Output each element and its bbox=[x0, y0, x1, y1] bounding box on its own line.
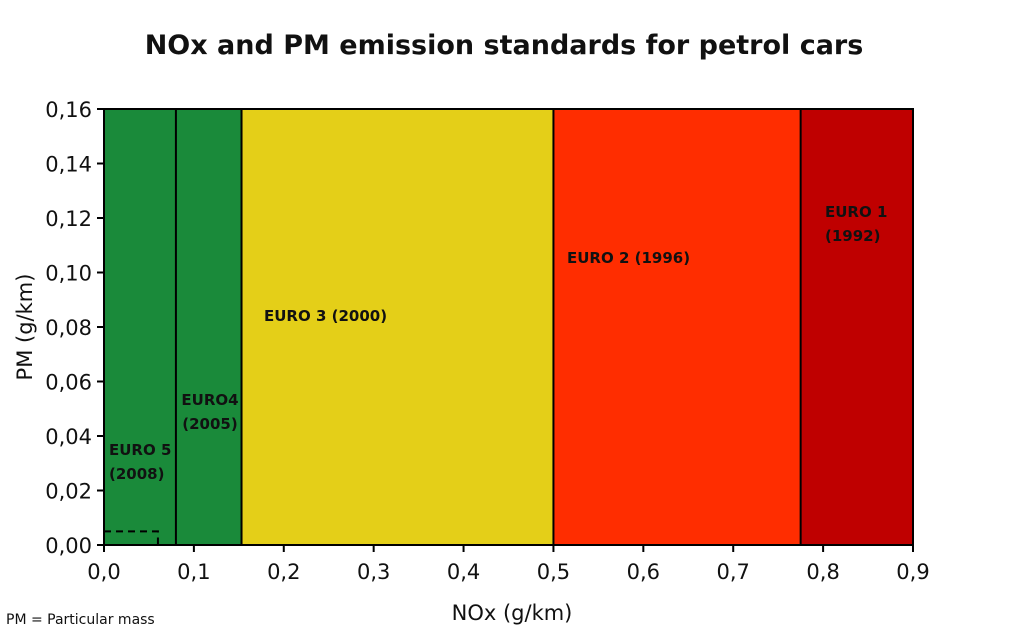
x-tick-label: 0,4 bbox=[447, 560, 480, 584]
region-label-euro1: EURO 1 (1992) bbox=[825, 203, 887, 245]
x-tick-label: 0,9 bbox=[896, 560, 929, 584]
region-label-euro2: EURO 2 (1996) bbox=[567, 249, 690, 267]
region-label-euro5: EURO 5 (2008) bbox=[109, 441, 171, 483]
x-tick-label: 0,8 bbox=[806, 560, 839, 584]
y-tick-label: 0,02 bbox=[45, 480, 92, 504]
x-axis-title: NOx (g/km) bbox=[452, 601, 573, 625]
euro6-dashed-box bbox=[104, 530, 159, 545]
y-tick-label: 0,06 bbox=[45, 371, 92, 395]
footnote: PM = Particular mass bbox=[6, 612, 155, 628]
x-tick-label: 0,7 bbox=[717, 560, 750, 584]
y-axis-title: PM (g/km) bbox=[13, 274, 37, 381]
x-tick-label: 0,2 bbox=[267, 560, 300, 584]
y-tick-label: 0,04 bbox=[45, 425, 92, 449]
chart-title: NOx and PM emission standards for petrol… bbox=[145, 30, 864, 61]
y-tick-label: 0,08 bbox=[45, 316, 92, 340]
y-tick-label: 0,16 bbox=[45, 98, 92, 122]
x-tick-label: 0,3 bbox=[357, 560, 390, 584]
x-tick-label: 0,6 bbox=[627, 560, 660, 584]
region-areas bbox=[103, 108, 914, 546]
region-labels: EURO 1 (1992) EURO 2 (1996) EURO 3 (2000) EU… bbox=[109, 203, 887, 483]
region-label-euro3: EURO 3 (2000) bbox=[264, 307, 387, 325]
y-tick-label: 0,12 bbox=[45, 207, 92, 231]
y-tick-label: 0,10 bbox=[45, 262, 92, 286]
x-tick-label: 0,5 bbox=[537, 560, 570, 584]
y-tick-label: 0,14 bbox=[45, 153, 92, 177]
axes: 0,0 0,1 0,2 0,3 0,4 0,5 0,6 0,7 0,8 0,9 0,00 0,02 0,… bbox=[45, 98, 929, 584]
dashed-limit-box bbox=[104, 530, 159, 545]
region-label-euro4: EURO4 (2005) bbox=[181, 391, 238, 433]
x-tick-label: 0,0 bbox=[87, 560, 120, 584]
x-tick-label: 0,1 bbox=[177, 560, 210, 584]
y-tick-label: 0,00 bbox=[45, 534, 92, 558]
